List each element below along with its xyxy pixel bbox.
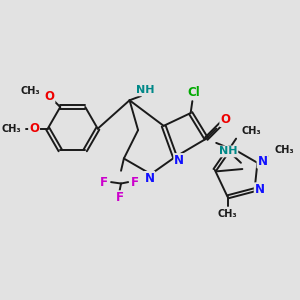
Text: CH₃: CH₃ bbox=[242, 126, 261, 136]
Text: CH₃: CH₃ bbox=[21, 86, 40, 96]
Text: Cl: Cl bbox=[188, 86, 200, 99]
Text: F: F bbox=[131, 176, 139, 189]
Text: N: N bbox=[144, 172, 154, 185]
Text: N: N bbox=[257, 154, 268, 168]
Text: O: O bbox=[44, 90, 54, 103]
Text: F: F bbox=[100, 176, 108, 189]
Text: F: F bbox=[116, 191, 124, 204]
Text: CH₃: CH₃ bbox=[274, 145, 294, 155]
Text: CH₃: CH₃ bbox=[218, 209, 237, 220]
Text: N: N bbox=[255, 183, 265, 196]
Text: O: O bbox=[220, 113, 230, 126]
Text: NH: NH bbox=[219, 146, 237, 156]
Text: NH: NH bbox=[136, 85, 154, 95]
Text: N: N bbox=[174, 154, 184, 167]
Text: CH₃: CH₃ bbox=[2, 124, 22, 134]
Text: O: O bbox=[29, 122, 39, 135]
